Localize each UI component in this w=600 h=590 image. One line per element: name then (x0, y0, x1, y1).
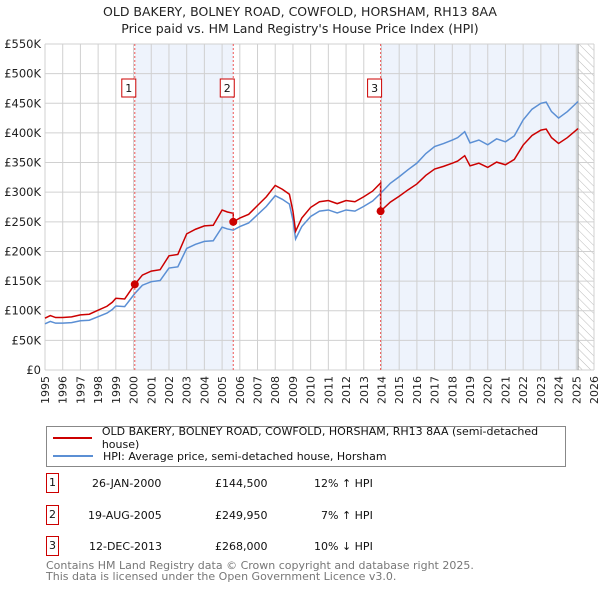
property-price-line (44, 127, 579, 319)
sale-price: £268,000 (215, 540, 268, 553)
x-tick-label: 1996 (57, 376, 70, 404)
x-tick-label: 2012 (340, 376, 353, 404)
x-tick-label: 2013 (358, 376, 371, 404)
x-tick-label: 2000 (128, 376, 141, 404)
x-tick-label: 2002 (163, 376, 176, 404)
price-chart: 1995 1996 1997 1998 1999 2000 2001 2002 2003 2004… (4, 37, 600, 404)
sale-label-box (121, 78, 137, 98)
y-tick-label: £550K (4, 37, 41, 51)
shaded-period (380, 44, 579, 370)
x-tick-label: 2001 (145, 376, 158, 404)
sale-date: 12-DEC-2013 (89, 540, 163, 553)
x-tick-label: 2020 (482, 376, 495, 404)
sale-price: £144,500 (215, 477, 268, 490)
sale-marker-badge: 2 (46, 505, 59, 525)
hpi-line (44, 100, 579, 325)
sale-point (376, 207, 385, 216)
y-tick-label: £100K (4, 304, 41, 318)
sale-label: 1 (125, 82, 132, 95)
legend: OLD BAKERY, BOLNEY ROAD, COWFOLD, HORSHA… (46, 425, 566, 467)
y-tick-label: £300K (4, 185, 41, 199)
x-tick-label: 1995 (39, 376, 52, 404)
x-tick-label: 2015 (393, 376, 406, 404)
shaded-period (134, 44, 234, 370)
x-tick-label: 2006 (234, 376, 247, 404)
x-tick-label: 1997 (74, 376, 87, 404)
x-tick-label: 2007 (252, 376, 265, 404)
x-tick-label: 2022 (517, 376, 530, 404)
y-tick-label: £200K (4, 244, 41, 258)
sale-label: 2 (224, 82, 231, 95)
x-tick-label: 2008 (269, 376, 282, 404)
x-tick-label: 2026 (588, 376, 600, 404)
legend-swatch-red (53, 437, 92, 439)
y-tick-label: £250K (4, 215, 41, 229)
x-tick-label: 2011 (322, 376, 335, 404)
legend-label-property: OLD BAKERY, BOLNEY ROAD, COWFOLD, HORSHA… (101, 425, 539, 451)
y-tick-label: £0 (26, 363, 41, 377)
x-tick-label: 2025 (570, 376, 583, 404)
y-tick-label: £400K (4, 126, 41, 140)
x-tick-label: 2017 (429, 376, 442, 404)
x-tick-label: 2016 (411, 376, 424, 404)
x-tick-label: 2009 (287, 376, 300, 404)
footer-licence: This data is licensed under the Open Gov… (46, 570, 397, 583)
sale-label: 3 (371, 82, 378, 95)
footer-copyright: Contains HM Land Registry data © Crown c… (46, 559, 474, 572)
chart-subtitle: Price paid vs. HM Land Registry's House … (121, 21, 479, 36)
y-tick-label: £500K (4, 67, 41, 81)
x-tick-label: 2004 (198, 376, 211, 404)
legend-swatch-blue (53, 455, 93, 457)
x-tick-label: 2005 (216, 376, 229, 404)
x-tick-label: 2021 (499, 376, 512, 404)
legend-label-hpi: HPI: Average price, semi-detached house,… (103, 449, 387, 463)
x-tick-label: 2018 (446, 376, 459, 404)
sale-label-box (219, 78, 235, 98)
chart-title: OLD BAKERY, BOLNEY ROAD, COWFOLD, HORSHA… (103, 4, 497, 19)
sale-point (229, 217, 238, 226)
x-tick-label: 2023 (535, 376, 548, 404)
forecast-hatch (578, 44, 594, 370)
x-tick-label: 1999 (110, 376, 123, 404)
sale-hpi-diff: 7% ↑ HPI (321, 509, 373, 522)
sale-marker-badge: 1 (46, 473, 59, 493)
footer: Contains HM Land Registry data © Crown c… (46, 560, 474, 582)
x-tick-label: 2019 (464, 376, 477, 404)
y-tick-label: £350K (4, 156, 41, 170)
sale-marker-badge: 3 (46, 536, 59, 556)
sale-date: 19-AUG-2005 (88, 509, 162, 522)
x-tick-label: 2014 (375, 376, 388, 404)
sale-price: £249,950 (215, 509, 268, 522)
y-tick-label: £150K (4, 274, 41, 288)
x-tick-label: 2010 (305, 376, 318, 404)
sale-hpi-diff: 12% ↑ HPI (314, 477, 373, 490)
sale-label-box (367, 78, 383, 98)
sale-date: 26-JAN-2000 (92, 477, 162, 490)
x-tick-label: 1998 (92, 376, 105, 404)
sale-point (130, 280, 139, 289)
legend-item-property: OLD BAKERY, BOLNEY ROAD, COWFOLD, HORSHA… (53, 425, 565, 451)
y-tick-label: £450K (4, 96, 41, 110)
x-tick-label: 2003 (181, 376, 194, 404)
legend-item-hpi: HPI: Average price, semi-detached house,… (53, 448, 387, 464)
y-tick-label: £50K (12, 333, 42, 347)
x-tick-label: 2024 (553, 376, 566, 404)
sale-hpi-diff: 10% ↓ HPI (314, 540, 373, 553)
